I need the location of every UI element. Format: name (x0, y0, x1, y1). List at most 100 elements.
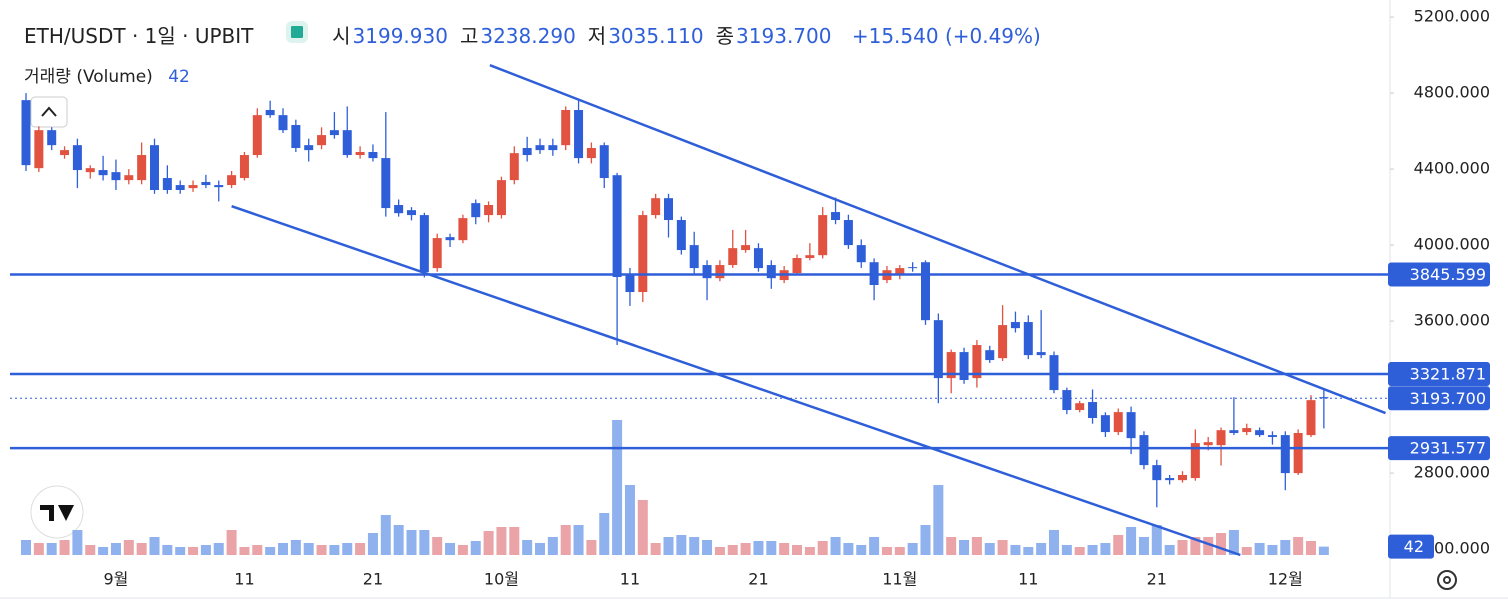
y-tick-label: 3600.000 (1414, 311, 1490, 330)
candle-body (1255, 430, 1265, 436)
volume-bar (792, 545, 802, 555)
logo (30, 485, 84, 539)
volume-bar (1216, 533, 1227, 555)
candle-body (188, 185, 198, 189)
volume-bar (367, 533, 378, 555)
volume-bar (971, 537, 982, 555)
candle-body (959, 352, 969, 381)
x-tick-label: 21 (1147, 570, 1167, 589)
volume-bar (483, 531, 494, 555)
candle-body (368, 152, 378, 159)
candle-body (535, 145, 545, 151)
volume-bar (714, 547, 725, 555)
volume-bar (817, 541, 828, 555)
candle-body (175, 185, 185, 191)
candle-body (586, 148, 596, 159)
volume-bar (689, 537, 700, 555)
candle-body (445, 237, 455, 241)
volume-legend: 거래량 (Volume) 42 (24, 62, 190, 87)
candle-body (201, 182, 211, 186)
volume-bar (753, 541, 764, 555)
candle-body (741, 245, 751, 251)
x-tick-label: 9월 (103, 570, 128, 589)
x-tick-label: 21 (363, 570, 383, 589)
ohlc-label: 고 (459, 24, 479, 48)
candle-body (946, 352, 956, 379)
volume-title: 거래량 (Volume) (24, 67, 153, 87)
candle-body (831, 212, 841, 221)
volume-bar (1061, 545, 1072, 555)
volume-bar (355, 543, 366, 555)
collapse-icon (41, 106, 57, 117)
volume-bar (33, 543, 44, 555)
volume-bar (329, 545, 340, 555)
candle-body (574, 110, 584, 159)
candle-body (317, 135, 327, 146)
candle-body (496, 180, 506, 216)
candle-body (1229, 430, 1239, 434)
candle-body (1267, 435, 1277, 438)
settings-button[interactable] (1437, 570, 1457, 590)
volume-bar (470, 541, 481, 555)
candle-body (381, 158, 391, 209)
volume-bar (380, 515, 391, 555)
candle-body (599, 145, 609, 179)
volume-bar (1100, 543, 1111, 555)
volume-bar (1318, 546, 1329, 555)
volume-bar (612, 420, 623, 555)
volume-bar (149, 537, 160, 555)
volume-bar (946, 537, 957, 555)
volume-bar (599, 513, 610, 555)
candle-body (239, 155, 249, 179)
volume-bar (1306, 541, 1316, 555)
volume-bar (676, 535, 687, 555)
volume-bar (1203, 537, 1214, 555)
ohlc-value: 3193.700 (736, 24, 832, 48)
volume-bar (650, 543, 661, 555)
candle-body (548, 145, 558, 151)
candle-body (304, 145, 314, 151)
volume-bar (1190, 537, 1201, 555)
volume-bar (239, 547, 250, 555)
volume-bar (59, 540, 70, 555)
volume-bar (175, 547, 186, 555)
volume-bar (393, 525, 404, 555)
candle-body (1319, 397, 1329, 399)
ohlc: 시 3199.930 고 3238.290 저 3035.110 종 3193.700 (332, 24, 833, 48)
volume-bar (21, 540, 31, 555)
volume-bar (136, 543, 147, 555)
logo-mark (40, 505, 74, 521)
candle-body (150, 145, 159, 191)
candle-body (895, 268, 905, 276)
candle-body (998, 325, 1008, 359)
volume-bar (98, 547, 109, 555)
volume-box-label: 42 (1404, 537, 1424, 556)
volume-bar (316, 545, 327, 555)
candle-body (985, 350, 995, 361)
candle-body (111, 172, 121, 181)
candle-body (1152, 465, 1162, 481)
candle-body (1023, 322, 1033, 356)
volume-bar (342, 543, 353, 555)
volume-bar (1228, 530, 1239, 555)
symbol: ETH/USDT · 1일 · UPBIT (24, 24, 254, 48)
volume-bar (1036, 543, 1047, 555)
volume-bar (1280, 540, 1291, 555)
volume-bar (522, 540, 533, 555)
x-tick-label: 11월 (882, 570, 917, 589)
candle-body (124, 175, 134, 181)
candle-body (1293, 433, 1303, 474)
volume-bar (1241, 547, 1252, 555)
volume-bar (535, 543, 545, 555)
volume-bar (560, 525, 571, 555)
candle-body (265, 110, 275, 116)
volume-bar (727, 545, 738, 555)
candle-body (702, 265, 712, 279)
volume-bar (457, 545, 468, 555)
candle-body (676, 220, 686, 251)
volume-bar (959, 540, 970, 555)
candle-body (329, 130, 339, 136)
collapse-button[interactable] (30, 96, 68, 128)
last-price-label: 3193.700 (1410, 389, 1486, 408)
volume-bar (290, 540, 301, 555)
